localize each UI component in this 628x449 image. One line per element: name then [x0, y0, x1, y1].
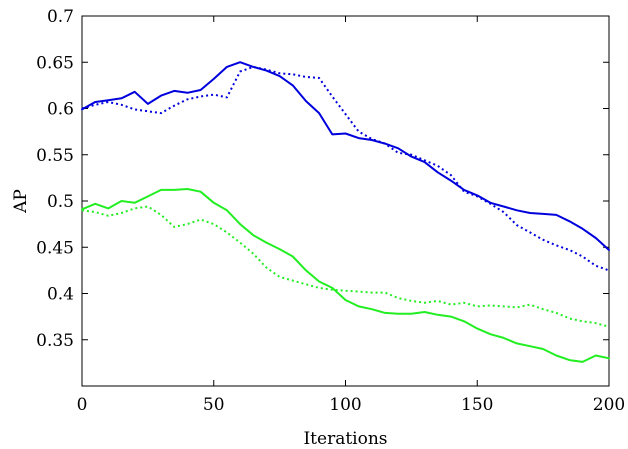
y-tick-label: 0.4	[47, 285, 74, 305]
y-tick-label: 0.65	[36, 53, 74, 73]
x-tick-label: 0	[77, 395, 88, 415]
axis-ticks	[81, 15, 610, 386]
y-tick-label: 0.45	[36, 238, 74, 258]
y-tick-label: 0.6	[47, 100, 74, 120]
series-line-1	[81, 61, 610, 251]
x-tick-label: 200	[593, 395, 625, 415]
tick-labels: 0 50 100 150 200 0.35 0.4 0.45 0.5 0.55 0.6 0.65 0.7	[36, 7, 625, 415]
series-line-3	[81, 188, 610, 363]
y-tick-label: 0.5	[47, 192, 74, 212]
y-axis-title: AP	[11, 189, 31, 214]
x-tick-label: 50	[203, 395, 225, 415]
series-line-2	[81, 65, 610, 272]
y-tick-label: 0.7	[47, 7, 74, 27]
y-tick-label: 0.35	[36, 331, 74, 351]
plot-area-frame	[81, 15, 610, 387]
x-axis-title: Iterations	[303, 429, 387, 449]
y-tick-label: 0.55	[36, 146, 74, 166]
x-tick-label: 100	[329, 395, 361, 415]
series-lines	[81, 61, 610, 363]
x-tick-label: 150	[461, 395, 493, 415]
series-line-4	[81, 205, 610, 328]
